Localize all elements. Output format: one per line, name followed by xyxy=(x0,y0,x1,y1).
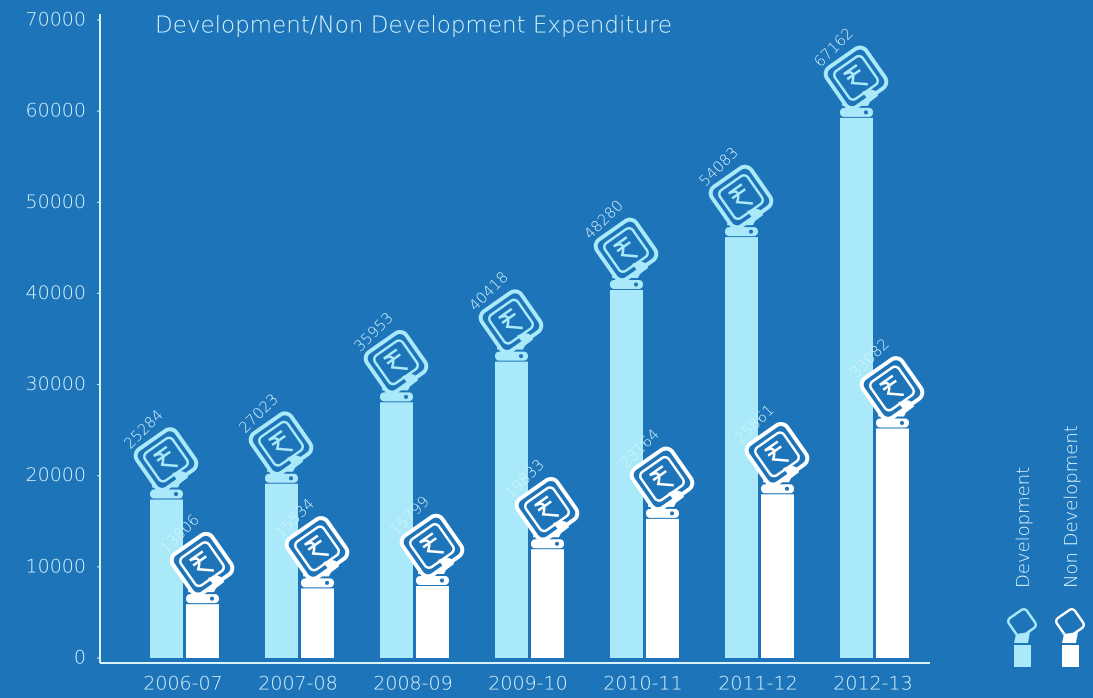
arm xyxy=(416,586,449,658)
cuff xyxy=(725,227,758,236)
y-tick-label: 70000 xyxy=(26,9,86,31)
arm xyxy=(531,549,564,658)
cuff-button xyxy=(404,395,408,399)
x-tick-label: 2010-11 xyxy=(603,673,682,695)
cuff-button xyxy=(900,421,904,425)
cuff-button xyxy=(670,511,674,515)
cuff xyxy=(150,490,183,499)
chart-title: Development/Non Development Expenditure xyxy=(155,13,672,39)
cuff xyxy=(761,484,794,493)
x-tick-label: 2008-09 xyxy=(373,673,452,695)
cuff xyxy=(265,474,298,483)
cuff xyxy=(840,108,873,117)
chart: Development/Non Development Expenditure … xyxy=(0,0,1093,698)
cuff xyxy=(495,352,528,361)
cuff xyxy=(531,539,564,548)
arm xyxy=(646,519,679,658)
legend-label: Development xyxy=(1013,467,1034,588)
cuff-button xyxy=(440,579,444,583)
cuff xyxy=(380,392,413,401)
arm xyxy=(301,588,334,658)
y-tick-label: 0 xyxy=(74,647,86,669)
cuff xyxy=(646,509,679,518)
x-tick-label: 2009-10 xyxy=(488,673,567,695)
cuff-button xyxy=(785,487,789,491)
cuff xyxy=(416,576,449,585)
arm xyxy=(761,494,794,658)
x-tick-label: 2012-13 xyxy=(833,673,912,695)
cuff xyxy=(301,578,334,587)
cuff-button xyxy=(749,230,753,234)
y-tick-label: 30000 xyxy=(26,373,86,395)
legend-arm xyxy=(1062,645,1079,667)
cuff-button xyxy=(174,492,178,496)
legend-label: Non Development xyxy=(1061,425,1082,588)
arm xyxy=(876,428,909,658)
cuff-button xyxy=(864,110,868,114)
x-tick-label: 2011-12 xyxy=(718,673,797,695)
cuff xyxy=(186,594,219,603)
x-tick-label: 2006-07 xyxy=(143,673,222,695)
x-tick-label: 2007-08 xyxy=(258,673,337,695)
arm xyxy=(186,604,219,658)
cuff-button xyxy=(289,476,293,480)
cuff-button xyxy=(555,542,559,546)
cuff-button xyxy=(325,581,329,585)
y-tick-label: 50000 xyxy=(26,191,86,213)
y-tick-label: 20000 xyxy=(26,464,86,486)
y-tick-label: 60000 xyxy=(26,100,86,122)
cuff xyxy=(876,418,909,427)
y-tick-label: 10000 xyxy=(26,555,86,577)
cuff-button xyxy=(519,354,523,358)
cuff-button xyxy=(634,282,638,286)
y-tick-label: 40000 xyxy=(26,282,86,304)
cuff-button xyxy=(210,597,214,601)
cuff xyxy=(610,280,643,289)
legend-arm xyxy=(1014,645,1031,667)
